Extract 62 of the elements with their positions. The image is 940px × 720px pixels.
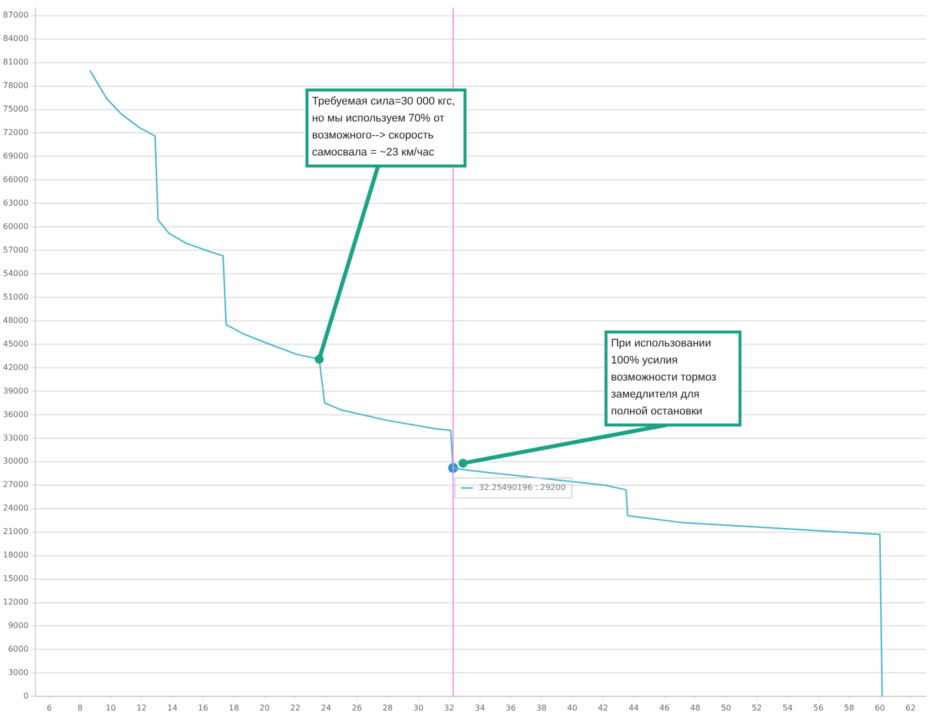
x-tick-label: 18	[228, 703, 239, 712]
y-tick-label: 21000	[2, 527, 28, 536]
x-tick-label: 12	[136, 703, 147, 712]
x-tick-label: 8	[78, 703, 83, 712]
x-tick-label: 52	[752, 703, 762, 712]
y-tick-label: 72000	[2, 128, 28, 138]
x-tick-label: 44	[628, 703, 639, 712]
x-tick-label: 28	[382, 703, 393, 712]
y-tick-label: 24000	[2, 504, 28, 513]
y-tick-label: 75000	[2, 104, 28, 114]
y-tick-label: 51000	[2, 292, 28, 302]
x-tick-label: 24	[321, 703, 332, 712]
x-tick-label: 36	[506, 703, 516, 712]
y-tick-label: 45000	[2, 339, 28, 348]
y-tick-label: 15000	[2, 574, 28, 584]
x-tick-label: 48	[690, 703, 700, 712]
y-tick-label: 78000	[2, 81, 28, 90]
x-tick-label: 26	[352, 703, 362, 712]
annotation: 32.25490196 : 29200	[479, 483, 566, 492]
y-tick-label: 27000	[2, 480, 28, 490]
x-tick-label: 14	[167, 703, 178, 712]
x-tick-label: 38	[536, 703, 547, 712]
annotation: Требуемая сила=30 000 кгс, но мы используем 70% от возможного--> скорость самосвала = ~23 км/час	[312, 96, 455, 159]
y-tick-label: 18000	[2, 550, 28, 560]
x-tick-label: 46	[659, 703, 670, 712]
y-tick-label: 66000	[2, 175, 28, 184]
y-tick-label: 9000	[8, 621, 28, 630]
y-tick-label: 87000	[2, 10, 28, 20]
x-tick-label: 54	[782, 703, 793, 712]
y-tick-label: 57000	[2, 245, 28, 254]
x-tick-label: 40	[567, 703, 578, 712]
x-tick-label: 34	[474, 703, 486, 712]
annotation: При использовании 100% усилия возможности тормоз замедлителя для полной остановки	[611, 338, 716, 418]
x-tick-label: 22	[290, 703, 300, 712]
x-tick-label: 10	[106, 703, 116, 712]
y-tick-label: 54000	[2, 268, 28, 278]
x-tick-label: 60	[874, 703, 885, 712]
x-tick-label: 56	[813, 703, 824, 712]
y-tick-label: 63000	[2, 198, 28, 208]
y-tick-label: 12000	[2, 598, 28, 607]
x-tick-label: 58	[844, 703, 854, 712]
y-tick-label: 69000	[2, 152, 28, 161]
x-tick-label: 42	[598, 703, 608, 712]
y-tick-label: 6000	[8, 644, 28, 654]
x-tick-label: 62	[906, 703, 916, 712]
y-tick-label: 0	[23, 691, 28, 700]
y-tick-label: 60000	[2, 222, 28, 231]
x-tick-label: 50	[720, 703, 732, 712]
y-tick-label: 3000	[8, 668, 28, 678]
x-tick-label: 32	[444, 703, 454, 712]
y-tick-label: 30000	[2, 456, 28, 466]
y-tick-label: 33000	[2, 433, 28, 442]
x-tick-label: 16	[198, 703, 208, 712]
x-tick-label: 30	[413, 703, 424, 712]
x-tick-label: 6	[46, 703, 52, 712]
y-tick-label: 42000	[2, 362, 28, 372]
x-tick-label: 20	[260, 703, 270, 712]
y-tick-label: 36000	[2, 410, 28, 419]
y-tick-label: 48000	[2, 316, 28, 325]
y-tick-label: 84000	[2, 34, 28, 44]
y-tick-label: 81000	[2, 58, 28, 67]
y-tick-label: 39000	[2, 386, 28, 396]
